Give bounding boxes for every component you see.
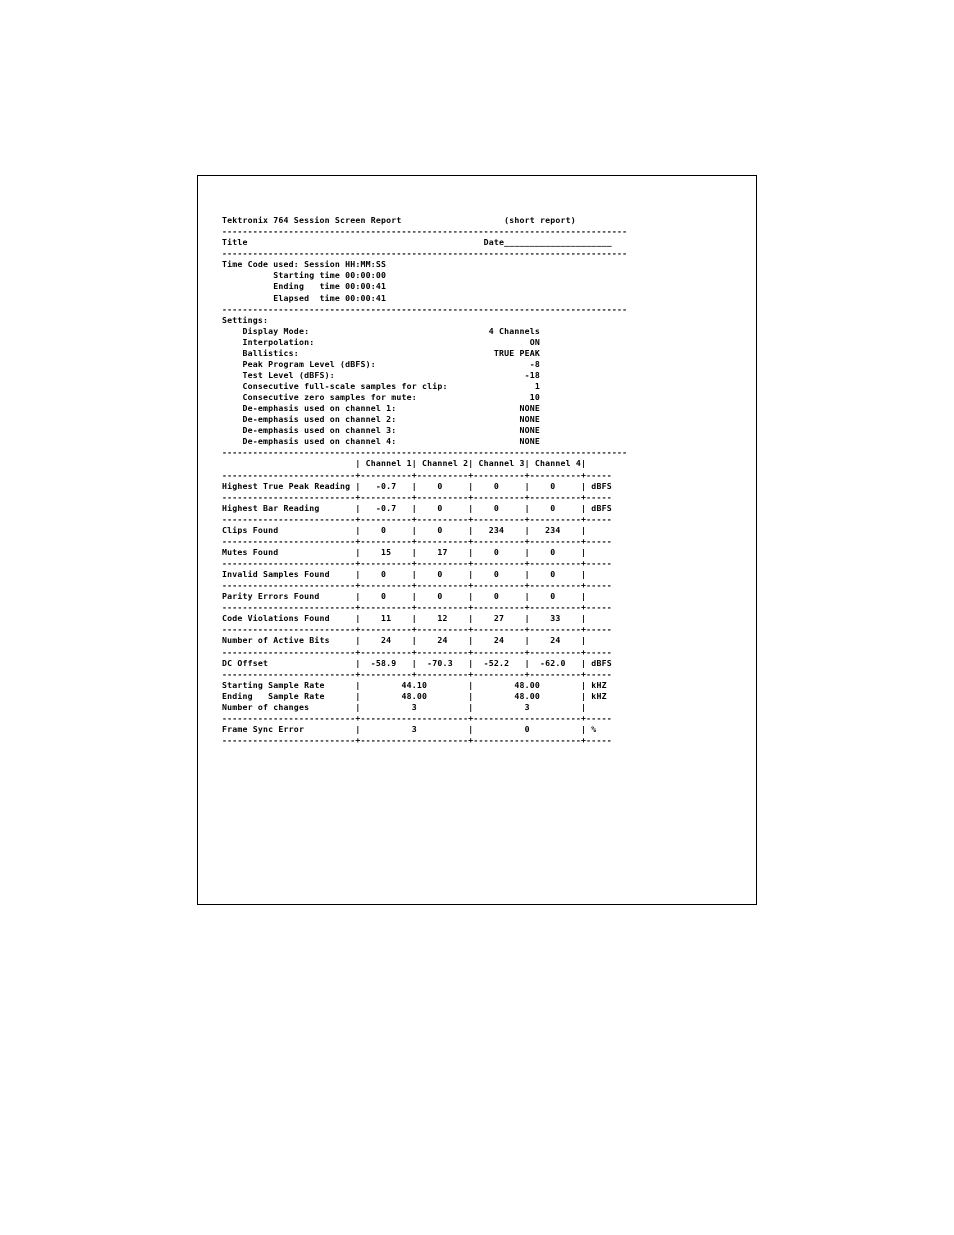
session-report: Tektronix 764 Session Screen Report (sho… xyxy=(222,204,732,746)
report-page-container: Tektronix 764 Session Screen Report (sho… xyxy=(197,175,757,905)
